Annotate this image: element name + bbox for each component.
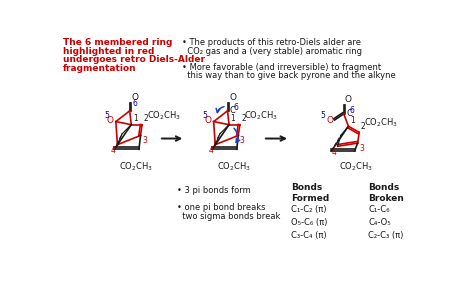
Text: 6: 6 bbox=[234, 103, 238, 112]
Text: fragmentation: fragmentation bbox=[63, 64, 137, 73]
Text: O: O bbox=[204, 116, 211, 125]
Text: • one pi bond breaks: • one pi bond breaks bbox=[177, 203, 266, 212]
Text: $\mathregular{CO_2CH_3}$: $\mathregular{CO_2CH_3}$ bbox=[245, 109, 279, 122]
Text: 1: 1 bbox=[133, 114, 137, 123]
Text: 5: 5 bbox=[105, 111, 109, 120]
Text: 4: 4 bbox=[331, 148, 336, 157]
Text: 2: 2 bbox=[144, 114, 148, 123]
Text: $\mathregular{CO_2CH_3}$: $\mathregular{CO_2CH_3}$ bbox=[146, 109, 181, 122]
Text: Bonds
Formed: Bonds Formed bbox=[292, 183, 330, 203]
Text: C₂-C₃ (π): C₂-C₃ (π) bbox=[368, 231, 404, 240]
Text: highlighted in red: highlighted in red bbox=[63, 47, 154, 56]
Text: • The products of this retro-Diels alder are: • The products of this retro-Diels alder… bbox=[182, 39, 361, 48]
Text: 4: 4 bbox=[111, 146, 116, 155]
Text: 2: 2 bbox=[361, 122, 365, 131]
Text: 1: 1 bbox=[231, 114, 236, 123]
Text: • 3 pi bonds form: • 3 pi bonds form bbox=[177, 186, 251, 195]
Text: 3: 3 bbox=[142, 136, 147, 145]
Text: 1: 1 bbox=[350, 116, 355, 125]
Text: The 6 membered ring: The 6 membered ring bbox=[63, 39, 172, 48]
Text: 6: 6 bbox=[350, 106, 355, 115]
Text: O: O bbox=[131, 93, 138, 102]
Text: undergoes retro Diels-Alder: undergoes retro Diels-Alder bbox=[63, 55, 205, 64]
Text: two sigma bonds break: two sigma bonds break bbox=[177, 212, 281, 221]
Text: C₁-C₆: C₁-C₆ bbox=[368, 205, 390, 214]
Text: 3: 3 bbox=[240, 136, 245, 145]
Text: 4: 4 bbox=[209, 146, 214, 155]
Text: • More favorable (and irreversible) to fragment: • More favorable (and irreversible) to f… bbox=[182, 63, 381, 72]
Text: $\mathregular{CO_2CH_3}$: $\mathregular{CO_2CH_3}$ bbox=[339, 160, 373, 172]
Text: CO₂ gas and a (very stable) aromatic ring: CO₂ gas and a (very stable) aromatic rin… bbox=[182, 47, 362, 55]
Text: $\mathregular{CO_2CH_3}$: $\mathregular{CO_2CH_3}$ bbox=[119, 160, 153, 172]
Text: C₄-O₅: C₄-O₅ bbox=[368, 218, 391, 227]
Text: 5: 5 bbox=[202, 111, 208, 120]
Text: 6: 6 bbox=[132, 100, 137, 108]
Text: C₃-C₄ (π): C₃-C₄ (π) bbox=[292, 231, 327, 240]
Text: Bonds
Broken: Bonds Broken bbox=[368, 183, 404, 203]
Text: O: O bbox=[326, 116, 333, 125]
Text: this way than to give back pyrone and the alkyne: this way than to give back pyrone and th… bbox=[182, 71, 396, 80]
Text: O₅-C₆ (π): O₅-C₆ (π) bbox=[292, 218, 328, 227]
Text: C₁-C₂ (π): C₁-C₂ (π) bbox=[292, 205, 327, 214]
Text: O: O bbox=[345, 95, 352, 104]
Text: 5: 5 bbox=[320, 111, 325, 120]
Text: $\mathregular{CO_2CH_3}$: $\mathregular{CO_2CH_3}$ bbox=[364, 117, 398, 129]
Text: O: O bbox=[107, 116, 114, 125]
Text: C: C bbox=[346, 109, 352, 118]
Text: O: O bbox=[229, 93, 236, 102]
Text: $\mathregular{CO_2CH_3}$: $\mathregular{CO_2CH_3}$ bbox=[217, 160, 251, 172]
Text: C: C bbox=[230, 106, 236, 115]
Text: 3: 3 bbox=[359, 144, 364, 153]
Text: 2: 2 bbox=[241, 114, 246, 123]
